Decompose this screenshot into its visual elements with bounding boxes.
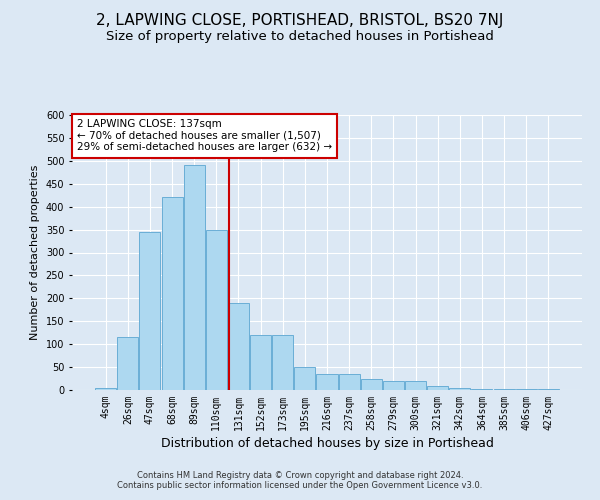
Bar — [383, 381, 404, 390]
Bar — [206, 230, 227, 390]
Bar — [184, 166, 205, 390]
Bar — [272, 335, 293, 390]
Bar — [228, 303, 249, 390]
Bar — [95, 388, 116, 390]
Bar — [338, 374, 359, 390]
Y-axis label: Number of detached properties: Number of detached properties — [30, 165, 40, 340]
Bar — [316, 374, 338, 390]
Bar — [161, 198, 182, 390]
Bar — [494, 389, 515, 390]
Bar — [250, 335, 271, 390]
Text: 2 LAPWING CLOSE: 137sqm
← 70% of detached houses are smaller (1,507)
29% of semi: 2 LAPWING CLOSE: 137sqm ← 70% of detache… — [77, 119, 332, 152]
Bar — [472, 389, 493, 390]
Bar — [405, 381, 426, 390]
Text: Size of property relative to detached houses in Portishead: Size of property relative to detached ho… — [106, 30, 494, 43]
X-axis label: Distribution of detached houses by size in Portishead: Distribution of detached houses by size … — [161, 437, 493, 450]
Bar — [515, 389, 536, 390]
Bar — [139, 232, 160, 390]
Bar — [427, 386, 448, 390]
Bar — [295, 367, 316, 390]
Bar — [538, 389, 559, 390]
Bar — [449, 388, 470, 390]
Bar — [118, 338, 139, 390]
Bar — [361, 378, 382, 390]
Text: Contains HM Land Registry data © Crown copyright and database right 2024.
Contai: Contains HM Land Registry data © Crown c… — [118, 470, 482, 490]
Text: 2, LAPWING CLOSE, PORTISHEAD, BRISTOL, BS20 7NJ: 2, LAPWING CLOSE, PORTISHEAD, BRISTOL, B… — [97, 12, 503, 28]
